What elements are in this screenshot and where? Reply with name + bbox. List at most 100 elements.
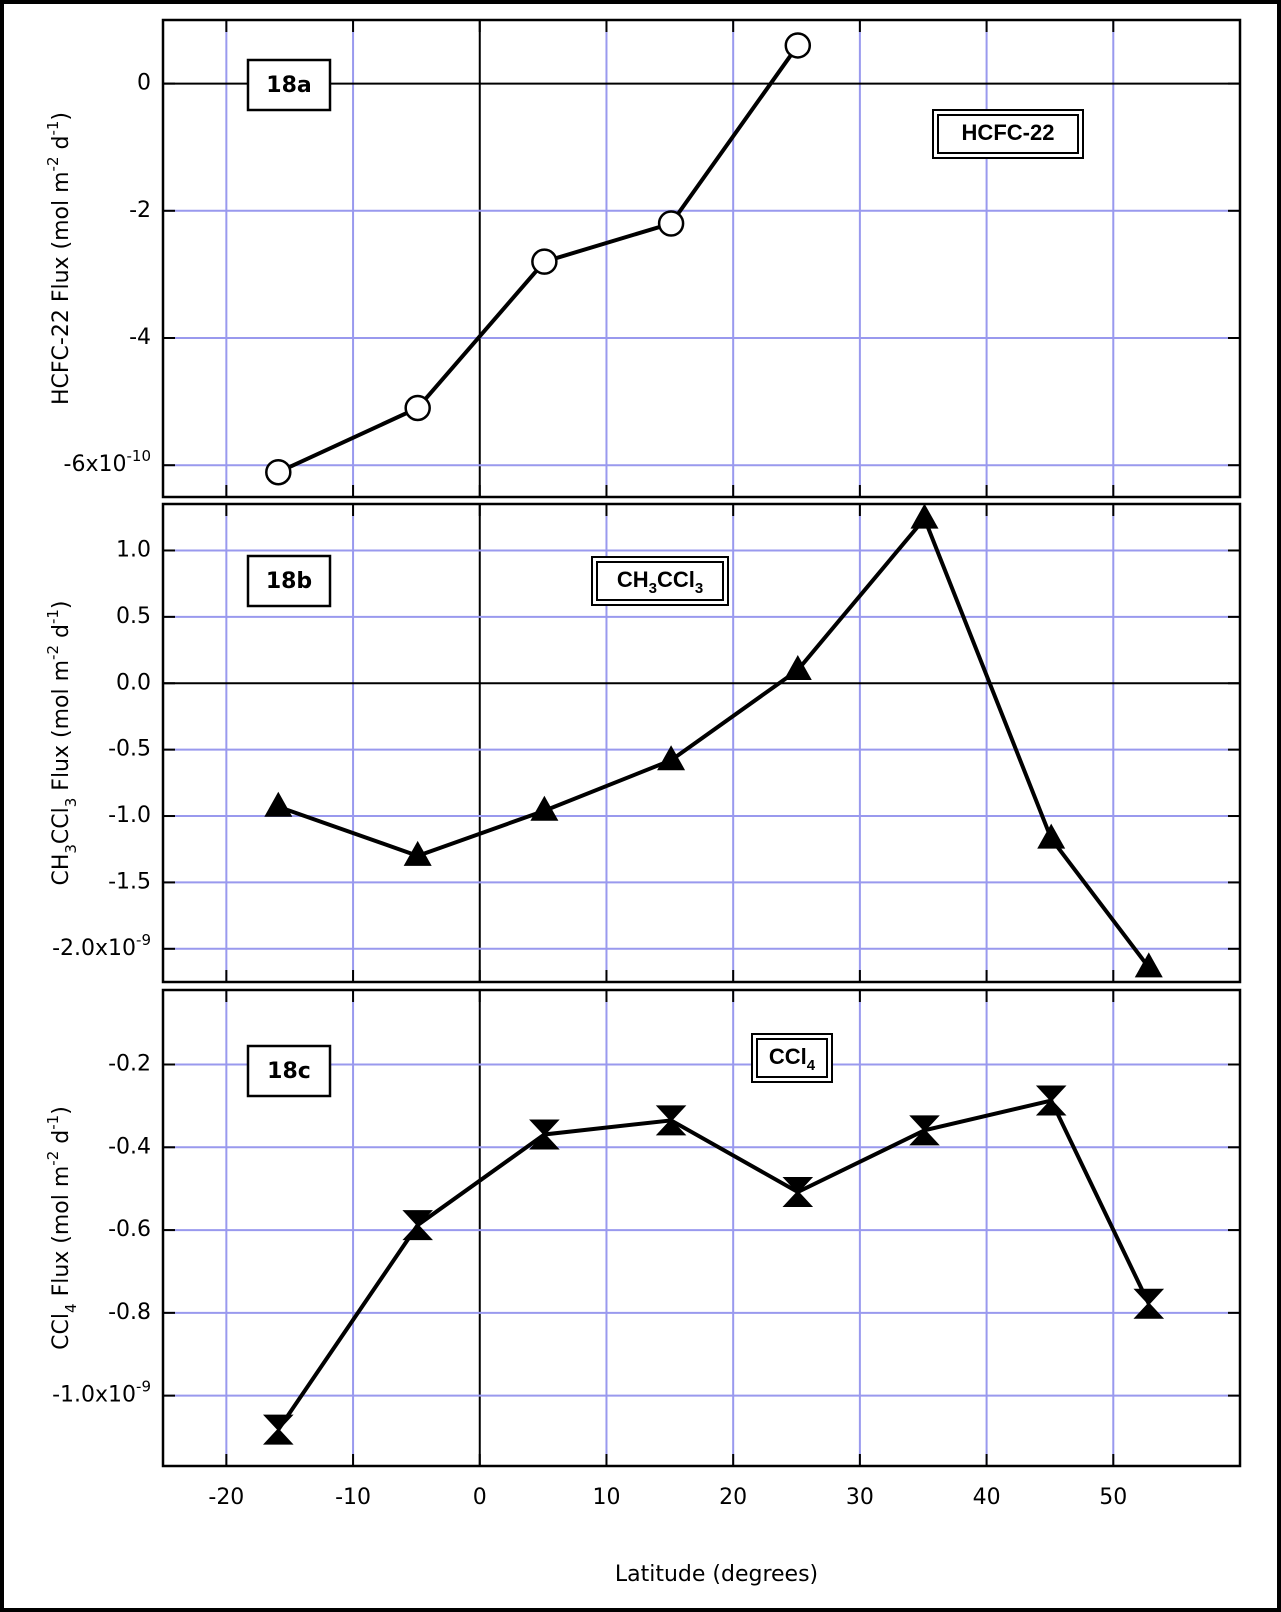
panel-label-box: [246, 1044, 332, 1098]
marker: [909, 1115, 940, 1146]
tick-text: -1.0: [108, 803, 151, 828]
marker: [265, 458, 292, 486]
subscript: 3: [695, 580, 703, 597]
text-part: ): [49, 600, 74, 609]
tick-text: -2.0x10: [52, 936, 136, 961]
x-tick-label: 40: [973, 1485, 1001, 1510]
marker: [404, 394, 431, 422]
y-tick-label: -1.0x10-9: [52, 1377, 151, 1408]
marker: [1037, 823, 1066, 849]
panel-label-box: [246, 58, 332, 112]
marker: [783, 654, 812, 680]
title-box-inner: [756, 1038, 828, 1078]
marker: [657, 745, 686, 771]
marker: [782, 1176, 814, 1207]
x-tick-label: 30: [846, 1485, 874, 1510]
marker: [531, 248, 558, 275]
text-part: CCl: [769, 1044, 807, 1069]
marker: [657, 210, 685, 237]
text-part: Flux (mol m: [49, 660, 74, 798]
tick-exponent: -9: [136, 1377, 151, 1395]
y-tick-label: -4: [129, 325, 151, 350]
text-part: Flux (mol m: [49, 1166, 74, 1304]
text-part: d: [49, 1130, 74, 1151]
y-tick-label: -0.8: [108, 1300, 151, 1325]
y-tick-label: -0.5: [108, 737, 151, 762]
text-part: CCl: [49, 1313, 74, 1350]
panel-label: 18b: [266, 569, 312, 594]
marker: [910, 503, 939, 529]
x-tick-label: -10: [335, 1485, 371, 1510]
text-part: d: [49, 136, 74, 157]
y-tick-label: 0.5: [116, 604, 151, 629]
superscript: -2: [44, 156, 62, 171]
text-part: ): [49, 112, 74, 121]
y-tick-label: -2: [129, 198, 151, 223]
title-box: [932, 109, 1084, 159]
marker: [402, 1210, 433, 1241]
tick-text: -2: [129, 198, 151, 223]
subscript: 4: [807, 1057, 816, 1074]
tick-text: -0.6: [108, 1217, 151, 1242]
marker: [1134, 952, 1163, 978]
subscript: 3: [62, 844, 80, 854]
marker: [1035, 1085, 1067, 1116]
plot-frame: [161, 502, 1242, 984]
tick-text: -0.8: [108, 1300, 151, 1325]
y-tick-label: -0.2: [108, 1052, 151, 1077]
y-tick-label: -2.0x10-9: [52, 930, 151, 961]
superscript: -1: [44, 1115, 62, 1130]
tick-text: 1.0: [116, 537, 151, 562]
y-tick-label: 0.0: [116, 670, 151, 695]
marker: [264, 791, 293, 817]
y-tick-label: -1.0: [108, 803, 151, 828]
title-box: [751, 1033, 833, 1083]
compound-title: CCl4: [769, 1044, 816, 1075]
text-part: CCl: [49, 807, 74, 844]
text-part: CH: [49, 854, 74, 886]
text-part: CH: [617, 567, 649, 592]
plot-frame: [161, 18, 1242, 499]
y-tick-label: -1.5: [108, 869, 151, 894]
compound-title: HCFC-22: [962, 120, 1055, 145]
data-line: [276, 1098, 1151, 1431]
y-tick-label: -6x10-10: [64, 447, 151, 478]
panel-label: 18c: [267, 1059, 311, 1084]
tick-text: -1.0x10: [52, 1383, 136, 1408]
x-axis-label: Latitude (degrees): [615, 1562, 818, 1587]
subscript: 3: [649, 580, 657, 597]
x-tick-label: -20: [208, 1485, 244, 1510]
y-tick-label: -0.4: [108, 1134, 151, 1159]
subscript: 4: [62, 1303, 80, 1313]
y-axis-label: HCFC-22 Flux (mol m-2 d-1): [44, 112, 75, 405]
text-part: HCFC-22 Flux (mol m: [49, 171, 74, 405]
marker: [263, 1414, 294, 1445]
x-tick-label: 20: [719, 1485, 747, 1510]
title-box: [591, 556, 729, 606]
tick-text: -6x10: [64, 452, 127, 477]
marker: [403, 840, 432, 866]
y-tick-label: 1.0: [116, 537, 151, 562]
x-tick-label: 50: [1099, 1485, 1127, 1510]
tick-text: -0.4: [108, 1134, 151, 1159]
tick-text: 0.5: [116, 604, 151, 629]
tick-text: -4: [129, 325, 151, 350]
panel-label-box: [246, 554, 332, 608]
marker: [529, 1119, 560, 1150]
subscript: 3: [62, 798, 80, 808]
title-box-inner: [937, 114, 1079, 154]
y-axis-label: CCl4 Flux (mol m-2 d-1): [44, 1106, 80, 1350]
y-tick-label: 0: [137, 71, 151, 96]
superscript: -2: [44, 645, 62, 660]
tick-exponent: -10: [127, 447, 152, 465]
marker: [784, 32, 812, 59]
text-part: ): [49, 1106, 74, 1115]
superscript: -2: [44, 1151, 62, 1166]
text-part: CCl: [657, 567, 695, 592]
tick-text: 0: [137, 71, 151, 96]
x-tick-label: 10: [592, 1485, 620, 1510]
panel-label: 18a: [266, 73, 311, 98]
marker: [530, 795, 559, 821]
